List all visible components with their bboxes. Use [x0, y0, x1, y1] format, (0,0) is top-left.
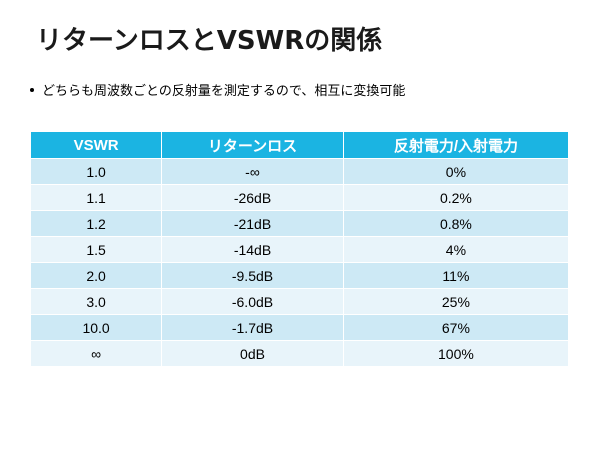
cell-return-loss: -6.0dB [161, 288, 344, 315]
bullet-text: どちらも周波数ごとの反射量を測定するので、相互に変換可能 [42, 84, 406, 99]
cell-power-ratio: 11% [342, 262, 570, 289]
cell-return-loss: 0dB [161, 340, 344, 367]
cell-power-ratio: 0.8% [342, 210, 570, 237]
table-row: 1.1 -26dB 0.2% [29, 184, 570, 211]
cell-power-ratio: 67% [342, 314, 570, 341]
cell-vswr: 2.0 [29, 262, 163, 289]
cell-return-loss: -21dB [161, 210, 344, 237]
bullet-dot-icon [30, 87, 34, 92]
table-row: 1.5 -14dB 4% [29, 236, 570, 263]
cell-return-loss: -14dB [161, 236, 344, 263]
table-row: 3.0 -6.0dB 25% [29, 288, 570, 315]
cell-return-loss: -∞ [161, 158, 344, 185]
bullet-item: どちらも周波数ごとの反射量を測定するので、相互に変換可能 [30, 80, 405, 99]
cell-vswr: 1.0 [29, 158, 163, 185]
cell-power-ratio: 4% [342, 236, 570, 263]
table-row: 1.0 -∞ 0% [29, 158, 570, 185]
header-power-ratio: 反射電力/入射電力 [342, 131, 570, 159]
header-vswr: VSWR [29, 131, 163, 159]
cell-vswr: 10.0 [29, 314, 163, 341]
cell-return-loss: -26dB [161, 184, 344, 211]
table-row: 1.2 -21dB 0.8% [29, 210, 570, 237]
table-row: ∞ 0dB 100% [29, 340, 570, 367]
cell-power-ratio: 0.2% [342, 184, 570, 211]
table-row: 10.0 -1.7dB 67% [29, 314, 570, 341]
cell-vswr: 1.5 [29, 236, 163, 263]
cell-vswr: ∞ [29, 340, 163, 367]
table-header-row: VSWR リターンロス 反射電力/入射電力 [29, 131, 570, 159]
cell-power-ratio: 100% [342, 340, 570, 367]
slide-title: リターンロスとVSWRの関係 [36, 26, 383, 56]
table-row: 2.0 -9.5dB 11% [29, 262, 570, 289]
cell-vswr: 1.2 [29, 210, 163, 237]
cell-power-ratio: 0% [342, 158, 570, 185]
cell-return-loss: -1.7dB [161, 314, 344, 341]
cell-power-ratio: 25% [342, 288, 570, 315]
vswr-return-loss-table: VSWR リターンロス 反射電力/入射電力 1.0 -∞ 0% 1.1 -26d… [29, 131, 570, 367]
header-return-loss: リターンロス [161, 131, 344, 159]
cell-return-loss: -9.5dB [161, 262, 344, 289]
cell-vswr: 1.1 [29, 184, 163, 211]
cell-vswr: 3.0 [29, 288, 163, 315]
